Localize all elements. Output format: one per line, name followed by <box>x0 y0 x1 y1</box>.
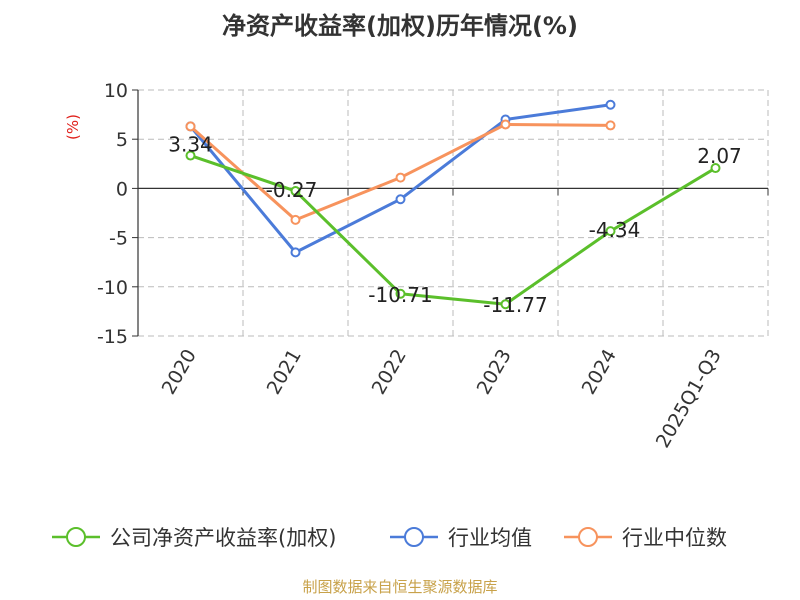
data-point[interactable] <box>395 194 406 205</box>
data-label: -4.34 <box>589 218 641 242</box>
x-tick-label: 2021 <box>263 346 306 399</box>
legend-label: 行业均值 <box>448 526 532 550</box>
y-tick-label: 0 <box>116 178 128 200</box>
chart-title: 净资产收益率(加权)历年情况(%) <box>222 12 578 40</box>
source-note: 制图数据来自恒生聚源数据库 <box>302 578 497 596</box>
data-labels: 3.34 -0.27 -10.71 -11.77 -4.34 2.07 <box>168 133 742 318</box>
legend-item[interactable]: 行业中位数 <box>564 526 727 550</box>
y-axis-label: (%) <box>64 114 82 140</box>
data-point[interactable] <box>605 120 616 131</box>
data-point[interactable] <box>185 150 196 161</box>
data-point[interactable] <box>500 119 511 130</box>
legend-label: 行业中位数 <box>622 526 727 550</box>
legend-marker-icon <box>578 527 598 547</box>
legend-item[interactable]: 公司净资产收益率(加权) <box>52 526 336 550</box>
data-label: 3.34 <box>168 133 213 157</box>
legend-marker-icon <box>66 527 86 547</box>
data-point[interactable] <box>605 226 616 237</box>
x-tick-label: 2025Q1-Q3 <box>652 346 726 452</box>
legend-label: 公司净资产收益率(加权) <box>110 526 336 550</box>
x-tick-label: 2024 <box>578 346 621 399</box>
data-label: -11.77 <box>483 293 547 317</box>
data-point[interactable] <box>710 163 721 174</box>
data-point[interactable] <box>290 186 301 197</box>
data-label: -0.27 <box>266 178 318 202</box>
data-point[interactable] <box>500 299 511 310</box>
legend-item[interactable]: 行业均值 <box>390 526 532 550</box>
x-tick-label: 2022 <box>368 346 411 399</box>
y-tick-label: -10 <box>97 277 128 299</box>
data-point[interactable] <box>290 247 301 258</box>
data-label: -10.71 <box>368 283 432 307</box>
data-point[interactable] <box>185 121 196 132</box>
data-point[interactable] <box>395 288 406 299</box>
gridlines <box>138 89 769 337</box>
y-tick-label: 10 <box>104 80 128 102</box>
legend[interactable]: 公司净资产收益率(加权) 行业均值 行业中位数 <box>52 526 727 550</box>
x-tick-label: 2023 <box>473 346 516 399</box>
y-tick-label: 5 <box>116 129 128 151</box>
data-label: 2.07 <box>697 144 742 168</box>
x-tick-label: 2020 <box>158 346 201 399</box>
data-point[interactable] <box>605 99 616 110</box>
y-tick-label: -5 <box>109 228 128 250</box>
series-line <box>190 154 717 306</box>
data-point[interactable] <box>290 214 301 225</box>
legend-marker-icon <box>404 527 424 547</box>
series <box>185 99 721 310</box>
y-tick-label: -15 <box>97 326 128 348</box>
data-point[interactable] <box>395 172 406 183</box>
